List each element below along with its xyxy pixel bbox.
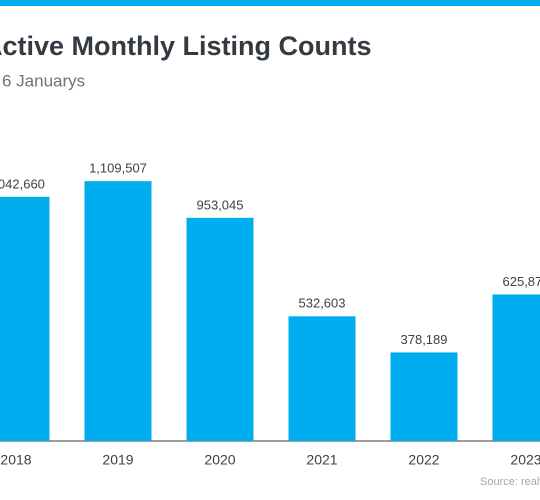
value-label: 625,870	[503, 274, 540, 289]
x-tick-label: 2020	[204, 452, 235, 468]
value-label: 532,603	[299, 296, 346, 311]
x-tick-label: 2021	[306, 452, 337, 468]
x-tick-label: 2023	[510, 452, 540, 468]
value-label: 378,189	[401, 332, 448, 347]
bar	[492, 294, 540, 441]
bar	[390, 352, 458, 441]
x-tick-label: 2019	[102, 452, 133, 468]
value-label: 953,045	[197, 197, 244, 212]
bar	[288, 316, 356, 441]
top-stripe	[0, 0, 540, 6]
value-label: 1,109,507	[89, 161, 147, 176]
chart-title: Active Monthly Listing Counts	[0, 31, 372, 61]
bar	[0, 196, 50, 441]
x-tick-label: 2018	[0, 452, 31, 468]
value-label: 1,042,660	[0, 176, 45, 191]
bar	[84, 181, 152, 442]
chart-subtitle: 6 Januarys	[2, 71, 85, 90]
bar	[186, 217, 254, 441]
source: Source: realtor.com	[480, 476, 540, 488]
x-tick-label: 2022	[408, 452, 439, 468]
